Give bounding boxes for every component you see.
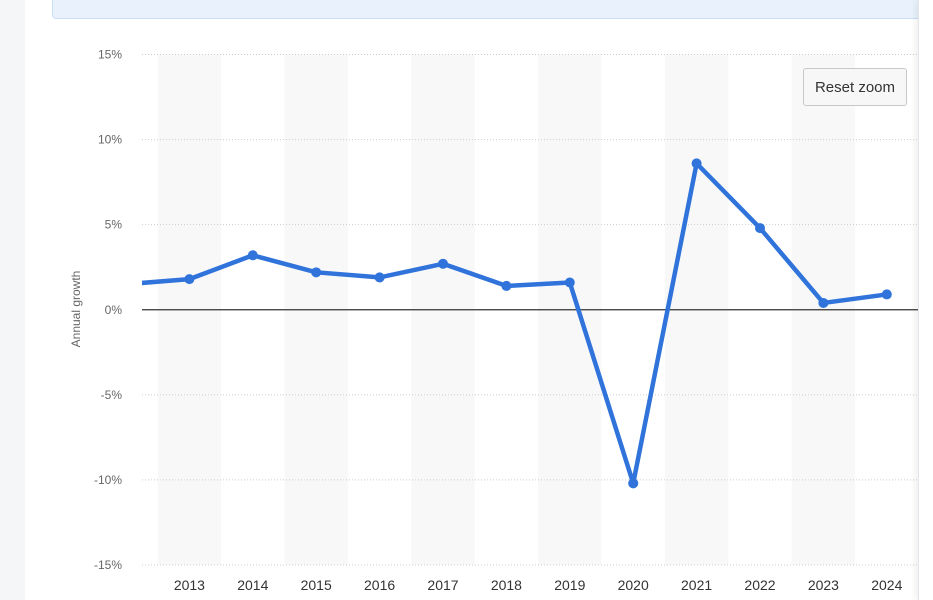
y-tick-label: 15%	[98, 48, 122, 62]
y-axis-label: Annual growth	[69, 270, 83, 348]
data-point-2016	[374, 272, 385, 283]
x-tick-label: 2016	[364, 577, 395, 593]
data-point-2024	[881, 289, 892, 300]
y-tick-label: -5%	[101, 388, 123, 402]
reset-zoom-button[interactable]: Reset zoom	[803, 68, 907, 106]
data-point-2017	[438, 258, 448, 269]
data-point-2023	[818, 297, 829, 308]
series-line	[142, 161, 888, 486]
x-tick-label: 2018	[491, 577, 522, 593]
y-tick-label: 0%	[105, 303, 123, 317]
x-tick-label: 2014	[237, 577, 268, 593]
data-point-2018	[501, 280, 512, 291]
x-tick-label: 2019	[554, 577, 585, 593]
data-point-2019	[564, 277, 575, 288]
data-point-2014	[247, 250, 258, 261]
x-tick-label: 2017	[427, 577, 458, 593]
x-tick-label: 2020	[618, 577, 649, 593]
y-axis-ticks: 15% 10% 5% 0% -5% -10% -15%	[94, 48, 122, 573]
y-tick-label: 10%	[98, 133, 122, 147]
x-tick-label: 2021	[681, 577, 712, 593]
y-tick-label: -15%	[94, 558, 122, 572]
data-point-2013	[184, 274, 195, 285]
x-tick-label: 2023	[808, 577, 839, 593]
y-tick-label: -10%	[94, 473, 122, 487]
side-panel-edge	[918, 0, 933, 600]
data-point-2020	[628, 478, 639, 489]
x-tick-label: 2024	[871, 577, 902, 593]
y-tick-label: 5%	[105, 218, 123, 232]
data-point-2015	[311, 267, 322, 278]
x-tick-label: 2013	[174, 577, 205, 593]
x-axis-ticks: 2013 2014 2015 2016 2017 2018 2019 2020 2021 2022…	[174, 577, 903, 593]
gridlines	[142, 54, 918, 566]
data-point-2021	[691, 158, 702, 169]
x-tick-label: 2022	[744, 577, 775, 593]
x-tick-label: 2015	[301, 577, 332, 593]
data-point-2022	[755, 223, 765, 234]
data-series	[142, 158, 892, 489]
